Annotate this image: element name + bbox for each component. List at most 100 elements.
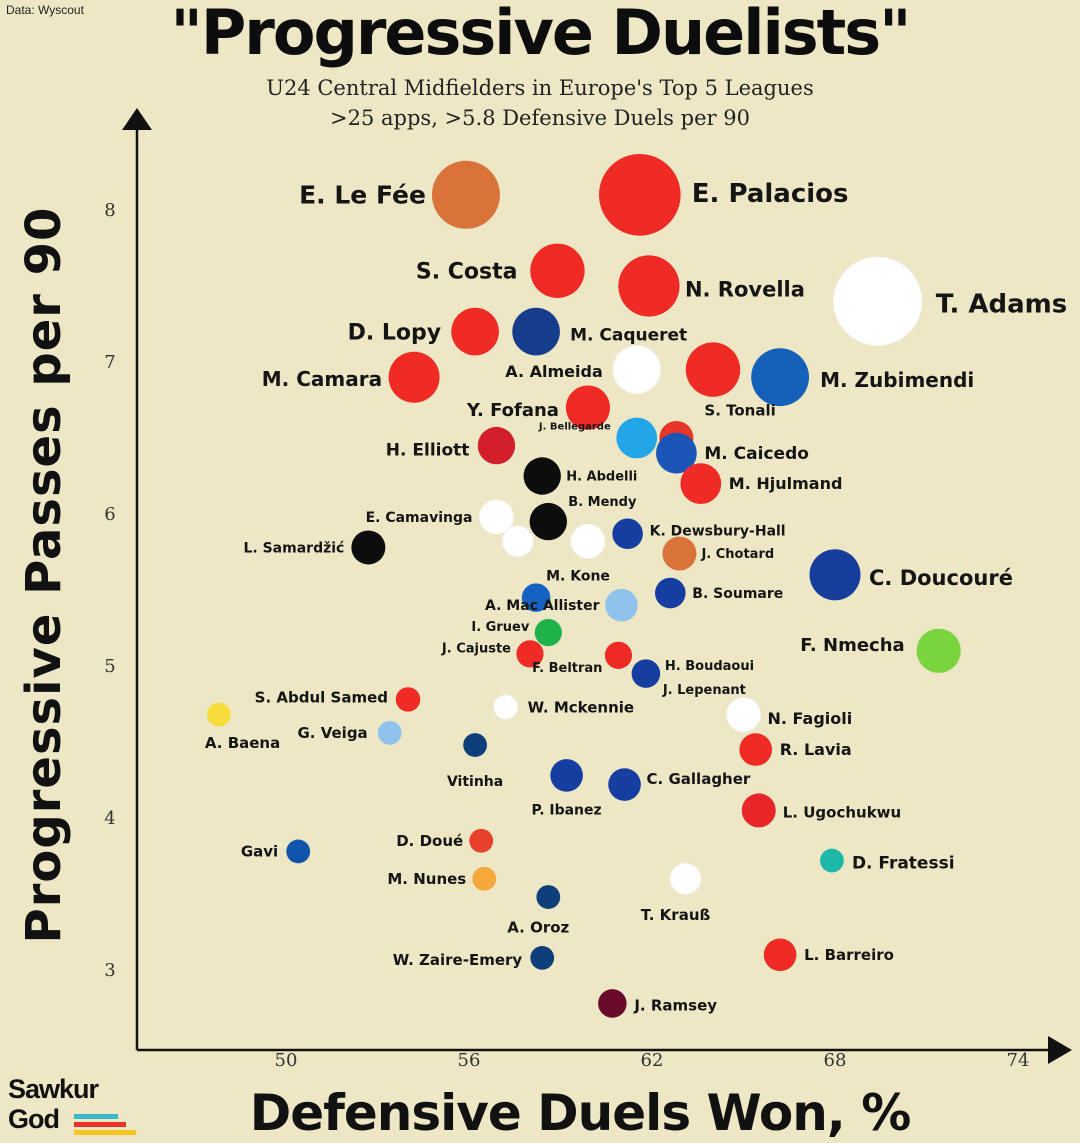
data-point <box>521 583 551 612</box>
point-label: M. Hjulmand <box>729 474 843 493</box>
data-point <box>493 694 519 720</box>
data-point <box>662 536 697 571</box>
data-point <box>598 989 627 1018</box>
point-label: F. Nmecha <box>800 635 904 656</box>
data-point <box>631 659 661 688</box>
data-point <box>469 828 494 853</box>
x-tick-label: 62 <box>641 1050 664 1071</box>
data-point <box>451 307 499 356</box>
y-tick-label: 6 <box>104 504 115 525</box>
data-point <box>833 256 923 346</box>
data-point <box>529 502 567 541</box>
point-label: D. Fratessi <box>852 854 955 874</box>
data-point <box>726 697 761 733</box>
x-tick-label: 50 <box>275 1050 298 1071</box>
point-label: I. Gruev <box>471 620 529 635</box>
point-label: A. Baena <box>205 734 280 752</box>
point-label: H. Boudaoui <box>665 659 754 674</box>
point-label: W. Zaire-Emery <box>393 951 523 969</box>
point-label: M. Camara <box>262 367 382 391</box>
data-point <box>550 759 583 792</box>
point-label: B. Mendy <box>568 495 637 510</box>
point-label: M. Zubimendi <box>820 368 974 392</box>
data-point <box>916 628 961 673</box>
point-label: K. Dewsbury-Hall <box>650 524 786 540</box>
x-tick-label: 74 <box>1007 1050 1030 1071</box>
data-point <box>536 885 561 909</box>
point-label: J. Chotard <box>700 547 774 562</box>
logo-text-line-2: God <box>8 1104 60 1134</box>
data-point <box>655 577 686 609</box>
data-point <box>570 523 606 559</box>
data-point <box>351 530 386 565</box>
data-source: Data: Wyscout <box>6 3 84 17</box>
data-point <box>477 426 516 465</box>
axes <box>122 108 1072 1064</box>
point-label: A. Almeida <box>505 362 602 381</box>
point-label: M. Nunes <box>387 870 466 888</box>
point-label: N. Rovella <box>685 277 805 301</box>
chart-subtitle-line-1: U24 Central Midfielders in Europe's Top … <box>266 76 814 100</box>
data-point <box>612 345 662 394</box>
data-point <box>763 938 797 972</box>
x-axis-label: Defensive Duels Won, % <box>249 1084 912 1142</box>
data-point <box>286 839 311 864</box>
chart-subtitle-line-2: >25 apps, >5.8 Defensive Duels per 90 <box>330 106 750 130</box>
point-label: L. Ugochukwu <box>783 804 901 822</box>
point-label: E. Le Fée <box>299 181 426 210</box>
y-tick-label: 8 <box>104 200 115 221</box>
point-label: C. Gallagher <box>647 770 751 788</box>
point-label: A. Mac Allister <box>485 598 600 614</box>
data-point <box>739 733 773 766</box>
point-label: F. Beltran <box>532 661 602 676</box>
point-label: R. Lavia <box>780 740 852 759</box>
data-point <box>463 733 487 757</box>
logo-stripes-icon <box>74 1114 136 1135</box>
data-point <box>377 720 402 745</box>
point-label: L. Barreiro <box>804 946 894 964</box>
point-label: E. Camavinga <box>366 510 473 526</box>
point-label: J. Ramsey <box>633 997 717 1015</box>
point-label: T. Krauß <box>641 906 711 924</box>
data-point <box>530 243 585 298</box>
point-label: J. Lepenant <box>662 683 746 698</box>
data-point <box>395 687 421 712</box>
points-layer <box>207 154 961 1018</box>
data-point <box>502 525 534 558</box>
point-label: A. Oroz <box>507 918 569 936</box>
data-point <box>565 385 611 430</box>
data-point <box>618 255 680 317</box>
point-label: Y. Fofana <box>466 400 559 421</box>
data-point <box>478 499 514 535</box>
point-label: L. Samardžić <box>243 540 344 556</box>
y-tick-label: 5 <box>104 656 115 677</box>
data-point <box>751 348 809 407</box>
point-label: P. Ibanez <box>532 802 602 818</box>
point-label: M. Caicedo <box>704 444 809 464</box>
data-point <box>604 641 633 669</box>
point-label: Gavi <box>241 843 278 861</box>
data-point <box>472 866 497 891</box>
point-label: G. Veiga <box>297 724 367 742</box>
data-point <box>512 307 560 356</box>
point-label: N. Fagioli <box>768 709 853 728</box>
point-label: D. Lopy <box>348 320 442 345</box>
data-point <box>523 457 561 495</box>
data-point <box>656 432 697 474</box>
data-point <box>388 351 440 403</box>
data-point <box>612 518 643 550</box>
y-tick-label: 7 <box>104 352 115 373</box>
data-point <box>685 342 741 397</box>
y-axis-arrow-icon <box>122 108 152 130</box>
data-point <box>605 588 638 622</box>
point-label: M. Caqueret <box>570 326 687 346</box>
y-tick-label: 4 <box>104 808 115 829</box>
data-point <box>741 793 776 828</box>
data-point <box>669 863 702 895</box>
point-label: C. Doucouré <box>869 566 1013 590</box>
point-label: Vitinha <box>447 774 503 790</box>
data-point <box>207 702 231 727</box>
x-tick-label: 56 <box>458 1050 481 1071</box>
